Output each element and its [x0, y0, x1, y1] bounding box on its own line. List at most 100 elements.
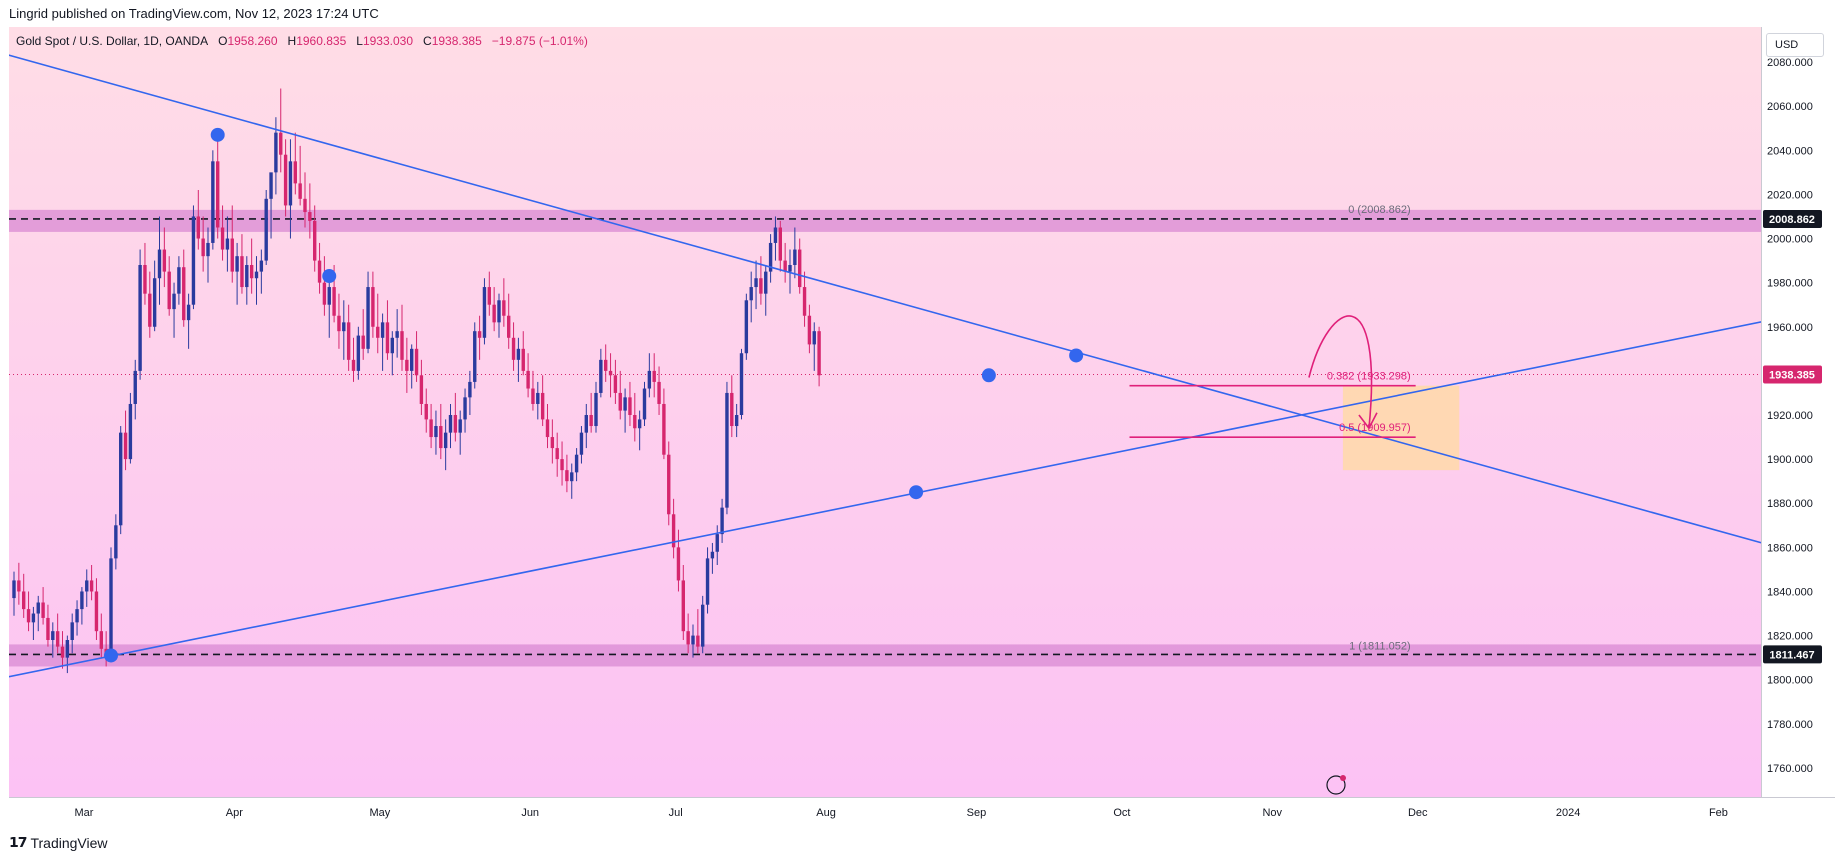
price-axis-tick-label: 1880.000	[1767, 498, 1813, 510]
candle-body	[647, 370, 652, 389]
footer-brand[interactable]: 𝟭𝟳 TradingView	[9, 834, 108, 851]
candle-body	[817, 331, 821, 376]
candle-body	[676, 547, 681, 581]
fib-level-1-label: 1 (1811.052)	[1349, 640, 1411, 652]
time-axis-tick-label: Dec	[1408, 807, 1428, 819]
candle-body	[249, 265, 254, 279]
trendline-ascending[interactable]	[0, 320, 1770, 680]
candle-body	[652, 370, 656, 382]
projection-arrow-head	[1358, 412, 1378, 430]
candle-body	[555, 448, 559, 460]
price-axis-tick-label: 2020.000	[1767, 189, 1813, 201]
candle-body	[313, 220, 317, 261]
candle-body	[662, 403, 666, 455]
candle-body	[376, 326, 380, 338]
price-axis-tick-label: 2040.000	[1767, 145, 1813, 157]
candle-body	[405, 359, 409, 371]
candle-body	[604, 359, 608, 371]
candle-body	[55, 631, 60, 647]
candle-body	[191, 216, 196, 305]
candle-body	[167, 271, 171, 310]
time-axis-tick-label: Jul	[669, 807, 683, 819]
candle-body	[177, 267, 181, 294]
candle-body	[628, 397, 632, 415]
candle-body	[371, 287, 375, 327]
candle-body	[778, 227, 782, 261]
candle-body	[686, 631, 690, 645]
price-axis-tick-label: 1960.000	[1767, 322, 1813, 334]
candle-body	[545, 419, 550, 438]
high-label: H	[287, 34, 297, 48]
candle-body	[366, 287, 370, 349]
candle-body	[99, 631, 103, 649]
fib-level-0-label: 0 (2008.862)	[1348, 204, 1410, 216]
lightning-icon[interactable]	[1326, 775, 1346, 795]
support-resistance-zone	[9, 209, 1761, 232]
candle-body	[390, 337, 394, 354]
candle-body	[80, 591, 84, 610]
candle-body	[468, 381, 472, 398]
price-axis-tick-label: 1860.000	[1767, 542, 1813, 554]
candle-body	[492, 304, 496, 323]
high-value: 1960.835	[296, 34, 347, 48]
candle-body	[463, 397, 467, 420]
price-axis-tick-label: 1900.000	[1767, 454, 1813, 466]
candle-body	[342, 322, 346, 332]
candle-body	[235, 256, 239, 272]
candle-body	[497, 300, 501, 323]
candle-body	[128, 403, 133, 460]
candle-body	[114, 525, 118, 559]
price-axis-tick-label: 1840.000	[1767, 586, 1813, 598]
candle-body	[186, 304, 191, 321]
low-label: L	[356, 34, 363, 48]
candle-body	[565, 470, 569, 482]
candle-body	[584, 415, 588, 433]
candle-body	[31, 613, 36, 623]
candle-body	[152, 278, 157, 327]
candle-body	[671, 514, 676, 548]
close-label: C	[423, 34, 432, 48]
candle-body	[424, 403, 428, 420]
publisher-line: Lingrid published on TradingView.com, No…	[9, 6, 379, 21]
candle-body	[429, 419, 433, 438]
price-axis-background	[1762, 27, 1835, 797]
candle-body	[730, 392, 734, 427]
candle-body	[439, 426, 443, 449]
price-axis-tick-label: 1980.000	[1767, 278, 1813, 290]
trendline-touch-point	[909, 485, 924, 500]
candle-body	[317, 260, 322, 283]
candle-body	[206, 242, 210, 257]
candle-body	[691, 635, 695, 645]
price-tag	[1763, 365, 1822, 384]
trendline-descending[interactable]	[0, 51, 1770, 545]
candle-body	[507, 315, 511, 338]
candle-body	[395, 331, 399, 338]
time-axis-tick-label: 2024	[1556, 807, 1580, 819]
candle-body	[579, 432, 584, 455]
candle-body	[162, 249, 167, 272]
time-axis-tick-label: Oct	[1113, 807, 1130, 819]
candle-body	[148, 293, 152, 327]
time-axis-tick-label: Aug	[816, 807, 836, 819]
price-axis-tick-label: 1920.000	[1767, 410, 1813, 422]
time-axis-tick-label: Nov	[1262, 807, 1282, 819]
candle-body	[327, 287, 331, 305]
candle-body	[482, 287, 487, 338]
candle-body	[521, 348, 525, 371]
time-axis-tick-label: Feb	[1709, 807, 1728, 819]
plot-background	[9, 27, 1761, 797]
price-tag	[1763, 209, 1822, 228]
candle-body	[574, 454, 579, 473]
candle-body	[434, 426, 438, 438]
candle-body	[26, 609, 31, 623]
candle-body	[288, 161, 293, 206]
candle-body	[802, 287, 807, 316]
notification-dot-icon	[1340, 775, 1346, 781]
candle-body	[201, 238, 205, 257]
candle-body	[85, 580, 89, 592]
time-axis-background	[9, 798, 1835, 826]
candle-body	[46, 617, 50, 640]
currency-button[interactable]: USD	[1766, 33, 1824, 57]
